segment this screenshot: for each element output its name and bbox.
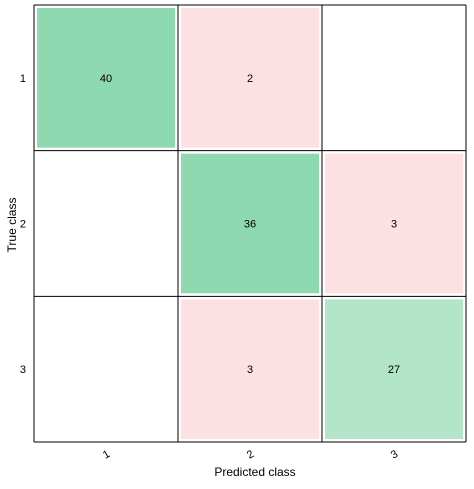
cell-value-label-r3-c3: 27 (388, 364, 400, 376)
y-tick-label-2: 2 (20, 219, 26, 231)
grid-layer (33, 4, 467, 443)
tick-labels-layer: 1 2 3 1 2 3 (20, 73, 400, 462)
cell-r2-c2 (181, 153, 319, 294)
cell-value-label-r3-c2: 3 (247, 364, 253, 376)
cell-r3-c2 (181, 299, 319, 439)
cell-r2-c3 (325, 153, 463, 294)
cell-labels-layer: 40 2 36 3 3 27 (100, 73, 400, 376)
y-tick-label-3: 3 (20, 364, 26, 376)
cell-value-label-r1-c1: 40 (100, 73, 112, 85)
cell-r3-c3 (325, 299, 463, 439)
cell-r1-c1 (37, 8, 175, 148)
x-tick-label-1: 1 (101, 448, 112, 461)
cell-r2-c1 (37, 153, 175, 294)
y-axis-label: True class (5, 198, 19, 253)
cells-layer (34, 5, 466, 442)
x-tick-label-2: 2 (245, 448, 256, 461)
x-axis-label: Predicted class (214, 465, 295, 479)
cell-r3-c1 (37, 299, 175, 439)
x-tick-label-3: 3 (389, 448, 400, 461)
y-tick-label-1: 1 (20, 73, 26, 85)
cell-value-label-r2-c2: 36 (244, 219, 256, 231)
cell-r1-c3 (325, 8, 463, 148)
cell-value-label-r2-c3: 3 (391, 219, 397, 231)
cell-r1-c2 (181, 8, 319, 148)
cell-value-label-r1-c2: 2 (247, 73, 253, 85)
